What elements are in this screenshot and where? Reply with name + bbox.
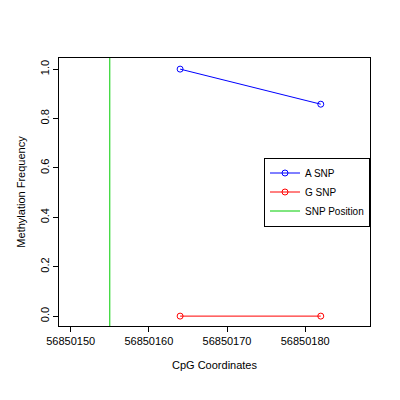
- svg-text:0.6: 0.6: [39, 159, 51, 174]
- svg-text:0.2: 0.2: [39, 257, 51, 272]
- svg-text:1.0: 1.0: [39, 60, 51, 75]
- svg-text:0.4: 0.4: [39, 208, 51, 223]
- svg-text:A SNP: A SNP: [305, 168, 335, 179]
- svg-text:56850150: 56850150: [46, 335, 95, 347]
- svg-text:CpG Coordinates: CpG Coordinates: [172, 359, 257, 371]
- svg-text:Methylation Frequency: Methylation Frequency: [15, 136, 27, 248]
- svg-text:56850180: 56850180: [281, 335, 330, 347]
- svg-text:SNP Position: SNP Position: [305, 206, 364, 217]
- svg-text:56850160: 56850160: [124, 335, 173, 347]
- svg-text:56850170: 56850170: [203, 335, 252, 347]
- svg-text:0.0: 0.0: [39, 307, 51, 322]
- svg-text:0.8: 0.8: [39, 109, 51, 124]
- svg-text:G SNP: G SNP: [305, 187, 336, 198]
